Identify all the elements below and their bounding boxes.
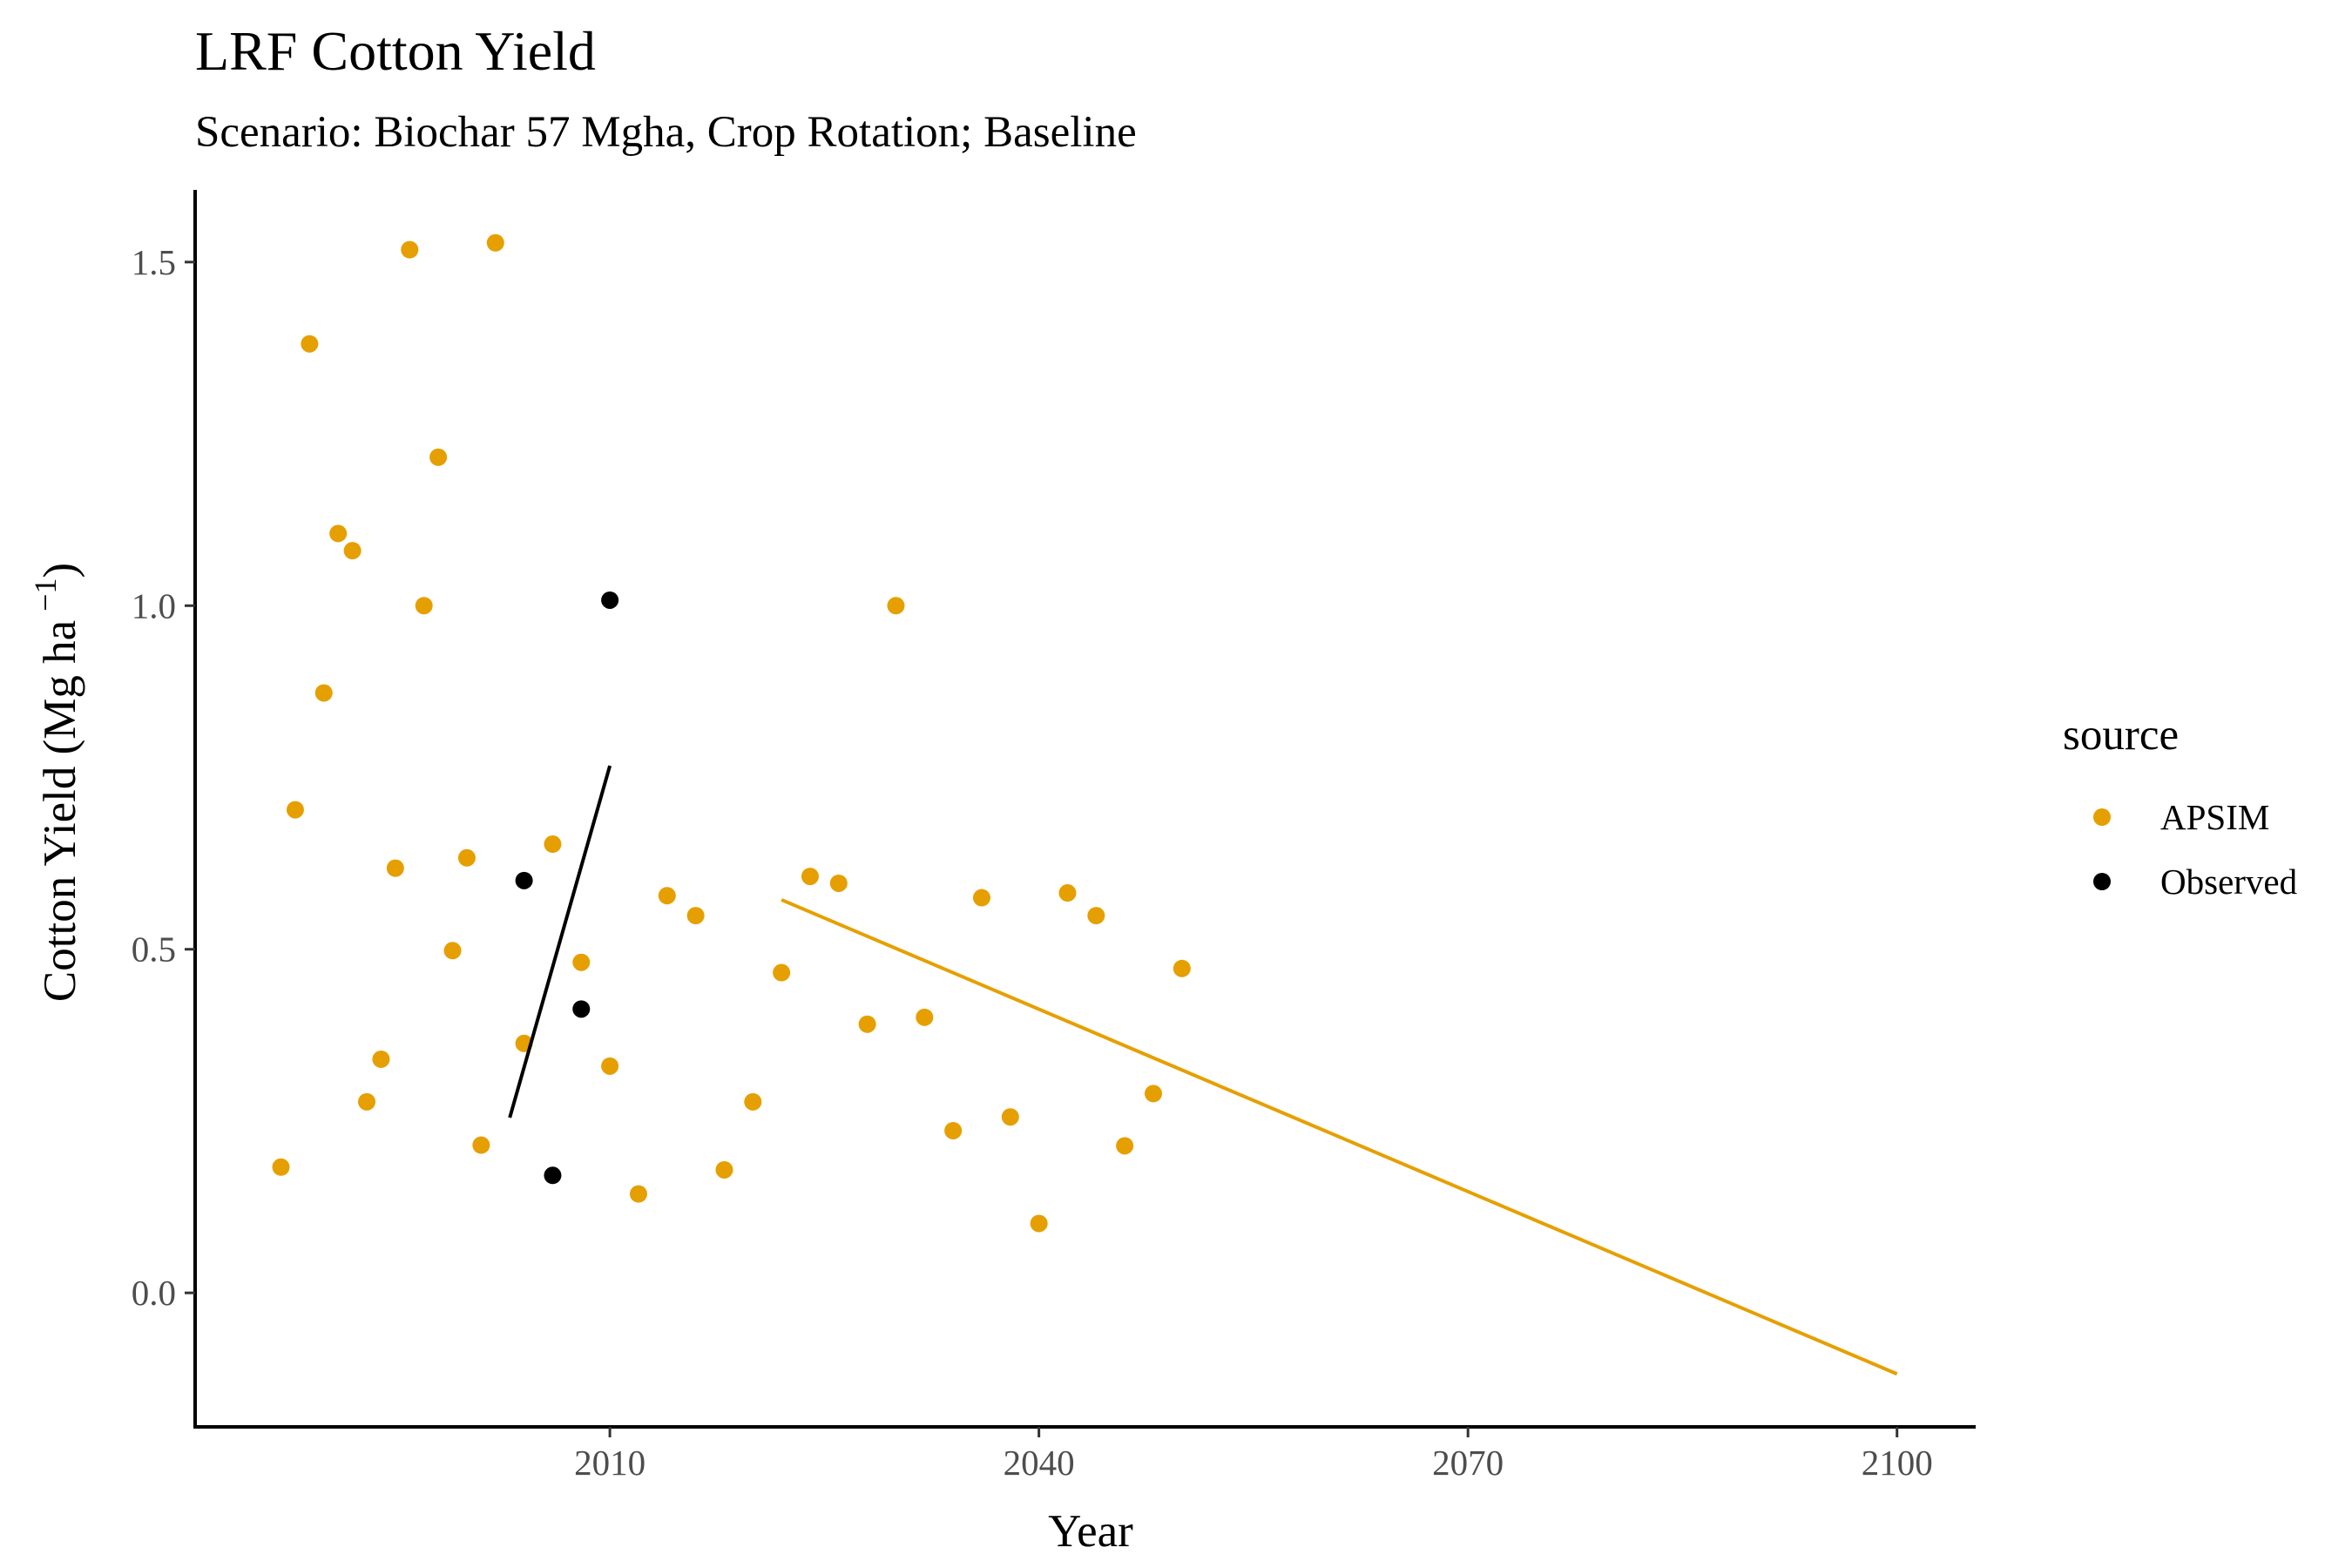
legend-item-apsim: APSIM — [2093, 797, 2269, 837]
data-point-apsim — [658, 887, 676, 905]
y-tick-label: 0.5 — [132, 929, 176, 970]
data-point-apsim — [443, 942, 462, 960]
data-point-apsim — [272, 1158, 290, 1176]
legend-item-observed: Observed — [2093, 862, 2297, 902]
data-point-apsim — [744, 1092, 762, 1111]
data-point-apsim — [386, 859, 404, 877]
series-apsim — [272, 233, 1898, 1376]
data-point-apsim — [301, 335, 319, 353]
trend-line-observed — [508, 765, 612, 1119]
chart-subtitle: Scenario: Biochar 57 Mgha, Crop Rotation… — [195, 108, 1137, 157]
data-point-apsim — [944, 1121, 963, 1139]
x-tick-label: 2040 — [1004, 1443, 1075, 1483]
data-point-apsim — [486, 233, 504, 252]
data-point-observed — [601, 591, 619, 609]
data-point-observed — [544, 1166, 562, 1185]
chart-title: LRF Cotton Yield — [195, 20, 596, 82]
y-axis-title-close: ) — [35, 563, 85, 578]
data-point-apsim — [329, 524, 348, 543]
data-point-apsim — [1116, 1137, 1134, 1155]
data-point-apsim — [601, 1057, 619, 1075]
data-point-apsim — [286, 801, 304, 819]
y-tick-label: 1.5 — [132, 242, 176, 282]
legend-key-observed — [2093, 873, 2111, 890]
data-point-apsim — [415, 597, 433, 615]
data-point-apsim — [343, 542, 362, 560]
x-tick-label: 2070 — [1432, 1443, 1504, 1483]
legend: source APSIM Observed — [2063, 711, 2297, 902]
x-tick-label: 2100 — [1862, 1443, 1933, 1483]
data-point-apsim — [457, 848, 476, 867]
y-axis: 0.0 0.5 1.0 1.5 — [132, 190, 197, 1427]
data-point-observed — [572, 1000, 591, 1018]
data-point-apsim — [1173, 959, 1191, 977]
data-point-apsim — [429, 448, 448, 466]
data-point-apsim — [715, 1160, 733, 1179]
data-point-apsim — [1001, 1108, 1019, 1126]
data-point-apsim — [372, 1050, 390, 1068]
data-point-apsim — [472, 1136, 490, 1154]
data-point-apsim — [887, 597, 905, 615]
y-axis-title-main: Cotton Yield (Mg ha — [35, 620, 85, 1002]
legend-label-observed: Observed — [2160, 862, 2297, 902]
data-point-apsim — [1087, 907, 1105, 925]
y-axis-title: Cotton Yield (Mg ha −1) — [28, 563, 85, 1002]
x-axis: 2010 2040 2070 2100 — [193, 1425, 1976, 1483]
data-point-apsim — [686, 907, 705, 925]
plot-area — [272, 233, 1898, 1376]
data-point-observed — [515, 871, 533, 889]
legend-key-apsim — [2093, 808, 2111, 826]
data-point-apsim — [1058, 884, 1077, 902]
data-point-apsim — [572, 953, 591, 971]
x-axis-title: Year — [1048, 1506, 1133, 1557]
data-point-apsim — [972, 889, 990, 907]
data-point-apsim — [916, 1008, 934, 1026]
x-tick-label: 2010 — [574, 1443, 645, 1483]
trend-line-apsim — [781, 898, 1898, 1376]
legend-label-apsim: APSIM — [2160, 797, 2269, 837]
y-tick-label: 0.0 — [132, 1273, 176, 1313]
data-point-apsim — [829, 874, 848, 892]
data-point-apsim — [1144, 1085, 1162, 1103]
data-point-apsim — [358, 1092, 376, 1111]
y-tick-label: 1.0 — [132, 585, 176, 625]
data-point-apsim — [629, 1185, 647, 1203]
data-point-apsim — [1030, 1214, 1048, 1233]
data-point-apsim — [801, 868, 819, 886]
data-point-apsim — [858, 1015, 876, 1033]
data-point-apsim — [401, 240, 419, 259]
series-observed — [508, 591, 619, 1185]
data-point-apsim — [544, 835, 562, 854]
legend-title: source — [2063, 711, 2179, 760]
y-axis-title-superscript: −1 — [28, 578, 63, 612]
data-point-apsim — [773, 963, 791, 982]
data-point-apsim — [314, 684, 333, 702]
